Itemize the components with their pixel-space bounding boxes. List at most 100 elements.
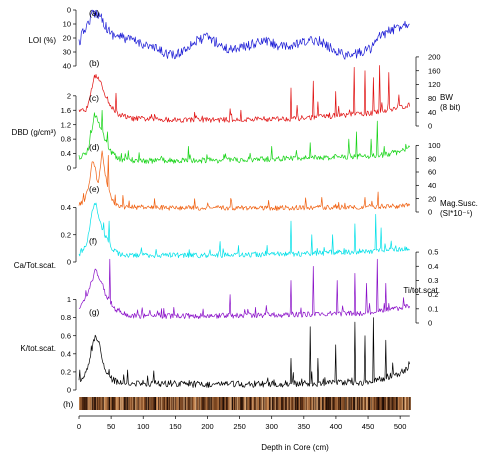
strip-band — [406, 397, 409, 410]
x-tick-label: 50 — [107, 422, 115, 431]
strip-band — [250, 397, 252, 410]
strip-band — [188, 397, 190, 410]
strip-band — [173, 397, 175, 410]
strip-band — [324, 397, 327, 410]
strip-band — [192, 397, 195, 410]
strip-band — [119, 397, 121, 410]
strip-band — [155, 397, 157, 410]
strip-band — [387, 397, 390, 410]
strip-band — [279, 397, 281, 410]
strip-band — [277, 397, 279, 410]
strip-band — [370, 397, 372, 410]
strip-band — [350, 397, 352, 410]
strip-band — [295, 397, 298, 410]
strip-band — [120, 397, 122, 410]
y-axis-label-a: LOI (%) — [28, 36, 56, 45]
strip-band — [365, 397, 368, 410]
strip-band — [317, 397, 320, 410]
y-tick-label-b: 120 — [428, 80, 441, 89]
strip-band — [327, 397, 329, 410]
y-tick-label-d: 60 — [428, 168, 436, 177]
y-axis-label-d: Mag.Susc. — [440, 199, 478, 208]
strip-band — [233, 397, 235, 410]
strip-band — [271, 397, 273, 410]
strip-band — [204, 397, 207, 410]
strip-band — [169, 397, 171, 410]
strip-band — [386, 397, 388, 410]
strip-band — [351, 397, 353, 410]
strip-band — [129, 397, 132, 410]
strip-band — [223, 397, 225, 410]
y-tick-label-b: 80 — [428, 94, 436, 103]
strip-band — [139, 397, 142, 410]
strip-band — [398, 397, 400, 410]
strip-band — [174, 397, 176, 410]
panel-g: 0 0.2 0.4 0.6 0.8 1 K/tot.scat. (g) — [20, 295, 411, 395]
strip-band — [385, 397, 387, 410]
strip-band — [177, 397, 180, 410]
strip-band — [202, 397, 204, 410]
strip-band — [81, 397, 84, 410]
strip-band — [116, 397, 118, 410]
y-axis-label-f: Ti/tot.scat. — [403, 286, 440, 295]
strip-band — [204, 397, 206, 410]
strip-band — [122, 397, 125, 410]
strip-band — [184, 397, 186, 410]
strip-band — [201, 397, 204, 410]
strip-band — [153, 397, 155, 410]
strip-band — [291, 397, 293, 410]
strip-band — [308, 397, 310, 410]
strip-band — [160, 397, 162, 410]
strip-band — [148, 397, 151, 410]
strip-band — [98, 397, 101, 410]
strip-band — [380, 397, 382, 410]
strip-band — [332, 397, 334, 410]
strip-band — [255, 397, 257, 410]
strip-band — [136, 397, 138, 410]
strip-band — [389, 397, 392, 410]
strip-band — [91, 397, 93, 410]
strip-band — [230, 397, 232, 410]
y-tick-label-g: 0.2 — [61, 368, 71, 377]
strip-band — [252, 397, 255, 410]
y-tick-label-f: 0 — [428, 319, 432, 328]
panel-label-b: (b) — [89, 58, 100, 68]
strip-band — [151, 397, 154, 410]
strip-band — [390, 397, 392, 410]
strip-band — [262, 397, 264, 410]
strip-band — [378, 397, 380, 410]
strip-band — [233, 397, 235, 410]
strip-band — [365, 397, 367, 410]
strip-band — [253, 397, 255, 410]
strip-band — [162, 397, 164, 410]
strip-band — [194, 397, 197, 410]
strip-band — [135, 397, 137, 410]
strip-band — [395, 397, 397, 410]
y-tick-label-c: 2 — [67, 91, 71, 100]
strip-band — [156, 397, 158, 410]
strip-band — [407, 397, 409, 410]
strip-band — [194, 397, 196, 410]
x-axis-label: Depth in Core (cm) — [261, 443, 329, 452]
strip-band — [106, 397, 108, 410]
strip-band — [158, 397, 161, 410]
strip-band — [312, 397, 315, 410]
y-tick-label-c: 1.6 — [61, 106, 71, 115]
strip-band — [231, 397, 233, 410]
strip-band — [248, 397, 250, 410]
strip-band — [379, 397, 381, 410]
strip-band — [321, 397, 323, 410]
strip-band — [125, 397, 127, 410]
strip-band — [82, 397, 84, 410]
series-line-b — [78, 65, 411, 123]
strip-band — [251, 397, 253, 410]
y-axis-label-d: (SI*10⁻⁵) — [440, 209, 473, 218]
strip-band — [361, 397, 363, 410]
strip-band — [394, 397, 397, 410]
strip-band — [131, 397, 133, 410]
strip-band — [331, 397, 334, 410]
strip-band — [193, 397, 195, 410]
strip-band — [88, 397, 90, 410]
strip-band — [245, 397, 247, 410]
